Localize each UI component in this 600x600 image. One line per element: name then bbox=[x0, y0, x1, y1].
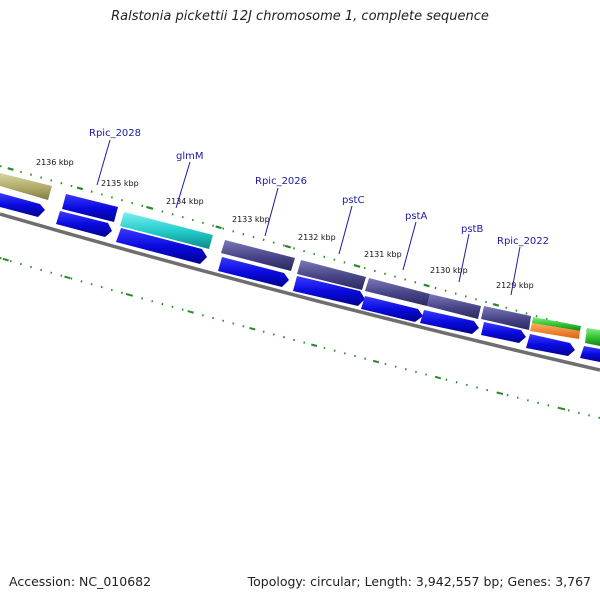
gene-label-pstB[interactable]: pstB bbox=[461, 224, 483, 235]
gene-bars bbox=[0, 173, 600, 346]
gene-bar-khaki bbox=[0, 173, 52, 200]
gene-label-Rpic_2026[interactable]: Rpic_2026 bbox=[255, 176, 307, 187]
sequence-stats-text: Topology: circular; Length: 3,942,557 bp… bbox=[247, 574, 591, 589]
kbp-label: 2130 kbp bbox=[430, 266, 468, 275]
gene-bar-pstA bbox=[365, 278, 430, 306]
cds-arrow-5 bbox=[218, 257, 289, 287]
gene-bar-green bbox=[532, 317, 581, 331]
leader-line bbox=[338, 205, 353, 255]
kbp-label: 2129 kbp bbox=[496, 281, 534, 290]
accession-text: Accession: NC_010682 bbox=[9, 574, 152, 589]
cds-arrow-4 bbox=[116, 228, 207, 264]
gene-bar-Rpic_2022 bbox=[481, 306, 531, 330]
map-title: Ralstonia pickettii 12J chromosome 1, co… bbox=[111, 9, 489, 24]
leader-line bbox=[175, 161, 191, 209]
kbp-label: 2131 kbp bbox=[364, 250, 402, 259]
gene-bar-orange bbox=[530, 323, 580, 339]
gene-bar-pstC bbox=[297, 260, 366, 290]
cds-arrow-10 bbox=[526, 334, 575, 356]
kbp-label: 2133 kbp bbox=[232, 215, 270, 224]
cds-arrow-6 bbox=[293, 276, 365, 306]
outer-major-ticks bbox=[0, 164, 600, 336]
cds-arrow-1 bbox=[0, 193, 45, 217]
kbp-label: 2132 kbp bbox=[298, 233, 336, 242]
kbp-label: 2135 kbp bbox=[101, 179, 139, 188]
cds-arrow-8 bbox=[420, 310, 479, 334]
outer-minor-ticks bbox=[0, 165, 600, 335]
cds-arrows bbox=[0, 193, 600, 362]
outer-scale-ticks bbox=[0, 164, 600, 336]
leader-line bbox=[96, 139, 111, 186]
gene-bar-green-edge bbox=[585, 328, 600, 346]
leader-line bbox=[510, 246, 521, 296]
leader-line bbox=[458, 233, 470, 283]
gene-leader-lines bbox=[96, 139, 521, 296]
gene-labels: Rpic_2028 glmM Rpic_2026 pstC pstA pstB … bbox=[89, 128, 549, 247]
gene-bar-Rpic_2026 bbox=[221, 240, 295, 271]
gene-bar-glmM bbox=[120, 212, 213, 249]
cds-arrow-11 bbox=[580, 346, 600, 362]
gene-label-pstA[interactable]: pstA bbox=[405, 211, 427, 222]
leader-line bbox=[264, 187, 279, 237]
kbp-label: 2134 kbp bbox=[166, 197, 204, 206]
leader-line bbox=[402, 221, 417, 271]
cds-arrow-2 bbox=[62, 194, 118, 222]
cds-arrow-3 bbox=[56, 211, 112, 237]
kbp-labels: 2136 kbp 2135 kbp 2134 kbp 2133 kbp 2132… bbox=[36, 158, 534, 290]
gene-label-glmM[interactable]: glmM bbox=[176, 151, 204, 162]
gene-label-Rpic_2028[interactable]: Rpic_2028 bbox=[89, 128, 141, 139]
gene-label-Rpic_2022[interactable]: Rpic_2022 bbox=[497, 236, 549, 247]
cds-arrow-9 bbox=[481, 322, 526, 343]
kbp-label: 2136 kbp bbox=[36, 158, 74, 167]
cds-arrow-7 bbox=[361, 296, 423, 322]
gene-bar-pstB bbox=[427, 294, 481, 319]
chromosome-backbone bbox=[0, 212, 600, 372]
gene-label-pstC[interactable]: pstC bbox=[342, 195, 364, 206]
